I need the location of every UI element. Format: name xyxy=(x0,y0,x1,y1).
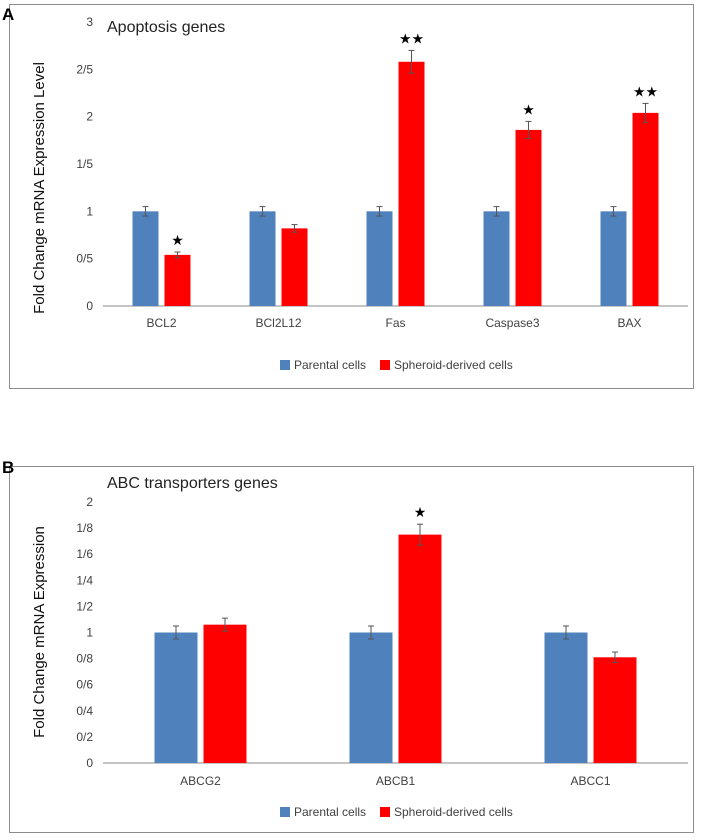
y-tick-label: 0 xyxy=(86,299,93,313)
legend-label-parental: Parental cells xyxy=(294,358,366,372)
y-tick-label: 0/8 xyxy=(76,652,93,666)
y-tick-label: 1 xyxy=(86,626,93,640)
legend-swatch-parental xyxy=(280,807,290,817)
bar-parental-abcb1 xyxy=(349,632,393,763)
y-tick-label: 0/2 xyxy=(76,730,93,744)
x-tick-label-abcb1: ABCB1 xyxy=(376,774,416,788)
bar-parental-caspase3 xyxy=(483,211,510,306)
bar-spheroid-bcl2 xyxy=(164,254,191,306)
y-tick-label: 1/8 xyxy=(76,521,93,535)
y-tick-label: 1 xyxy=(86,204,93,218)
bar-parental-abcg2 xyxy=(154,632,198,763)
bar-spheroid-bax xyxy=(632,112,659,306)
y-tick-label: 1/4 xyxy=(76,573,93,587)
y-tick-label: 0/5 xyxy=(76,252,93,266)
significance-star-bcl2: ★ xyxy=(171,232,184,248)
bar-parental-fas xyxy=(366,211,393,306)
y-tick-label: 0/6 xyxy=(76,678,93,692)
significance-star-caspase3: ★ xyxy=(522,101,535,117)
bar-parental-bcl2l12 xyxy=(249,211,276,306)
bar-spheroid-bcl2l12 xyxy=(281,228,308,306)
y-tick-label: 2 xyxy=(86,495,93,509)
bar-parental-bcl2 xyxy=(132,211,159,306)
chart-title-a: Apoptosis genes xyxy=(107,19,225,36)
x-tick-label-abcc1: ABCC1 xyxy=(570,774,610,788)
y-tick-label: 0/4 xyxy=(76,704,93,718)
legend-label-spheroid: Spheroid-derived cells xyxy=(394,805,513,819)
bar-parental-abcc1 xyxy=(544,632,588,763)
y-axis-label-a: Fold Change mRNA Expression Level xyxy=(31,62,48,314)
legend-swatch-spheroid xyxy=(380,807,390,817)
x-tick-label-caspase3: Caspase3 xyxy=(485,316,539,330)
x-tick-label-abcg2: ABCG2 xyxy=(180,774,221,788)
y-tick-label: 1/2 xyxy=(76,599,93,613)
y-axis-label-b: Fold Change mRNA Expression xyxy=(31,526,48,738)
x-tick-label-fas: Fas xyxy=(385,316,405,330)
y-tick-label: 2/5 xyxy=(76,62,93,76)
panel-label-a: A xyxy=(2,5,15,24)
bar-spheroid-caspase3 xyxy=(515,129,542,306)
x-tick-label-bax: BAX xyxy=(617,316,641,330)
y-tick-label: 1/6 xyxy=(76,547,93,561)
bar-spheroid-fas xyxy=(398,61,425,307)
bar-spheroid-abcb1 xyxy=(398,534,442,763)
legend-label-spheroid: Spheroid-derived cells xyxy=(394,358,513,372)
bar-spheroid-abcg2 xyxy=(203,624,247,763)
y-tick-label: 0 xyxy=(86,756,93,770)
panel-label-b: B xyxy=(2,458,15,477)
significance-star-bax: ★★ xyxy=(633,83,658,99)
legend-swatch-spheroid xyxy=(380,360,390,370)
y-tick-label: 2 xyxy=(86,110,93,124)
y-tick-label: 3 xyxy=(86,15,93,29)
significance-star-fas: ★★ xyxy=(399,30,424,46)
significance-star-abcb1: ★ xyxy=(414,504,427,520)
x-tick-label-bcl2l12: BCl2L12 xyxy=(255,316,301,330)
bar-parental-bax xyxy=(600,211,627,306)
chart-panel-a xyxy=(9,4,694,389)
legend-label-parental: Parental cells xyxy=(294,805,366,819)
y-tick-label: 1/5 xyxy=(76,157,93,171)
bar-spheroid-abcc1 xyxy=(593,657,637,763)
legend-swatch-parental xyxy=(280,360,290,370)
x-tick-label-bcl2: BCL2 xyxy=(146,316,176,330)
chart-title-b: ABC transporters genes xyxy=(107,475,278,492)
